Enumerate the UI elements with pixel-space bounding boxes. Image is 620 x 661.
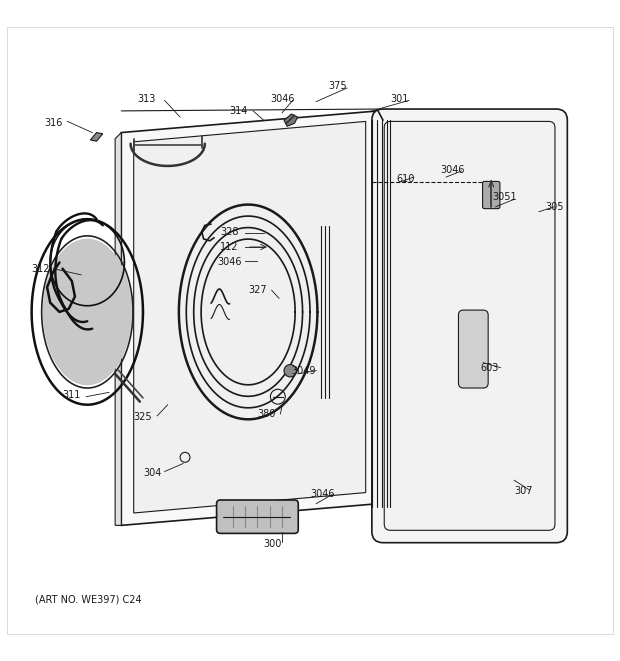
FancyBboxPatch shape xyxy=(384,122,555,530)
Text: 316: 316 xyxy=(44,118,63,128)
Text: 314: 314 xyxy=(229,106,248,116)
Text: 327: 327 xyxy=(248,286,267,295)
Polygon shape xyxy=(134,122,366,513)
Text: 375: 375 xyxy=(329,81,347,91)
Circle shape xyxy=(284,364,296,377)
Text: 610: 610 xyxy=(397,174,415,184)
FancyBboxPatch shape xyxy=(482,181,500,209)
Text: 3046: 3046 xyxy=(440,165,464,175)
Text: (ART NO. WE397) C24: (ART NO. WE397) C24 xyxy=(35,595,141,605)
Text: 3051: 3051 xyxy=(492,192,517,202)
Ellipse shape xyxy=(43,239,132,385)
Text: 301: 301 xyxy=(391,93,409,104)
Text: 312: 312 xyxy=(32,264,50,274)
Text: 3046: 3046 xyxy=(270,93,294,104)
Text: 307: 307 xyxy=(514,486,533,496)
Text: 112: 112 xyxy=(220,242,239,252)
Text: 380: 380 xyxy=(257,409,276,419)
Text: 313: 313 xyxy=(137,93,155,104)
Polygon shape xyxy=(115,133,122,525)
Text: 603: 603 xyxy=(480,363,498,373)
Polygon shape xyxy=(91,133,103,141)
Text: 304: 304 xyxy=(143,468,161,478)
Text: 328: 328 xyxy=(220,227,239,237)
Polygon shape xyxy=(122,111,378,525)
FancyBboxPatch shape xyxy=(458,310,488,388)
FancyBboxPatch shape xyxy=(216,500,298,533)
Text: 325: 325 xyxy=(134,412,153,422)
FancyBboxPatch shape xyxy=(372,109,567,543)
Text: 305: 305 xyxy=(545,202,564,212)
Text: replacementparts.com: replacementparts.com xyxy=(250,325,370,336)
Polygon shape xyxy=(284,114,298,126)
Text: 3046: 3046 xyxy=(310,489,335,500)
Text: 3046: 3046 xyxy=(218,257,242,268)
Text: 3049: 3049 xyxy=(291,366,316,375)
Text: 300: 300 xyxy=(264,539,282,549)
Text: 311: 311 xyxy=(63,391,81,401)
